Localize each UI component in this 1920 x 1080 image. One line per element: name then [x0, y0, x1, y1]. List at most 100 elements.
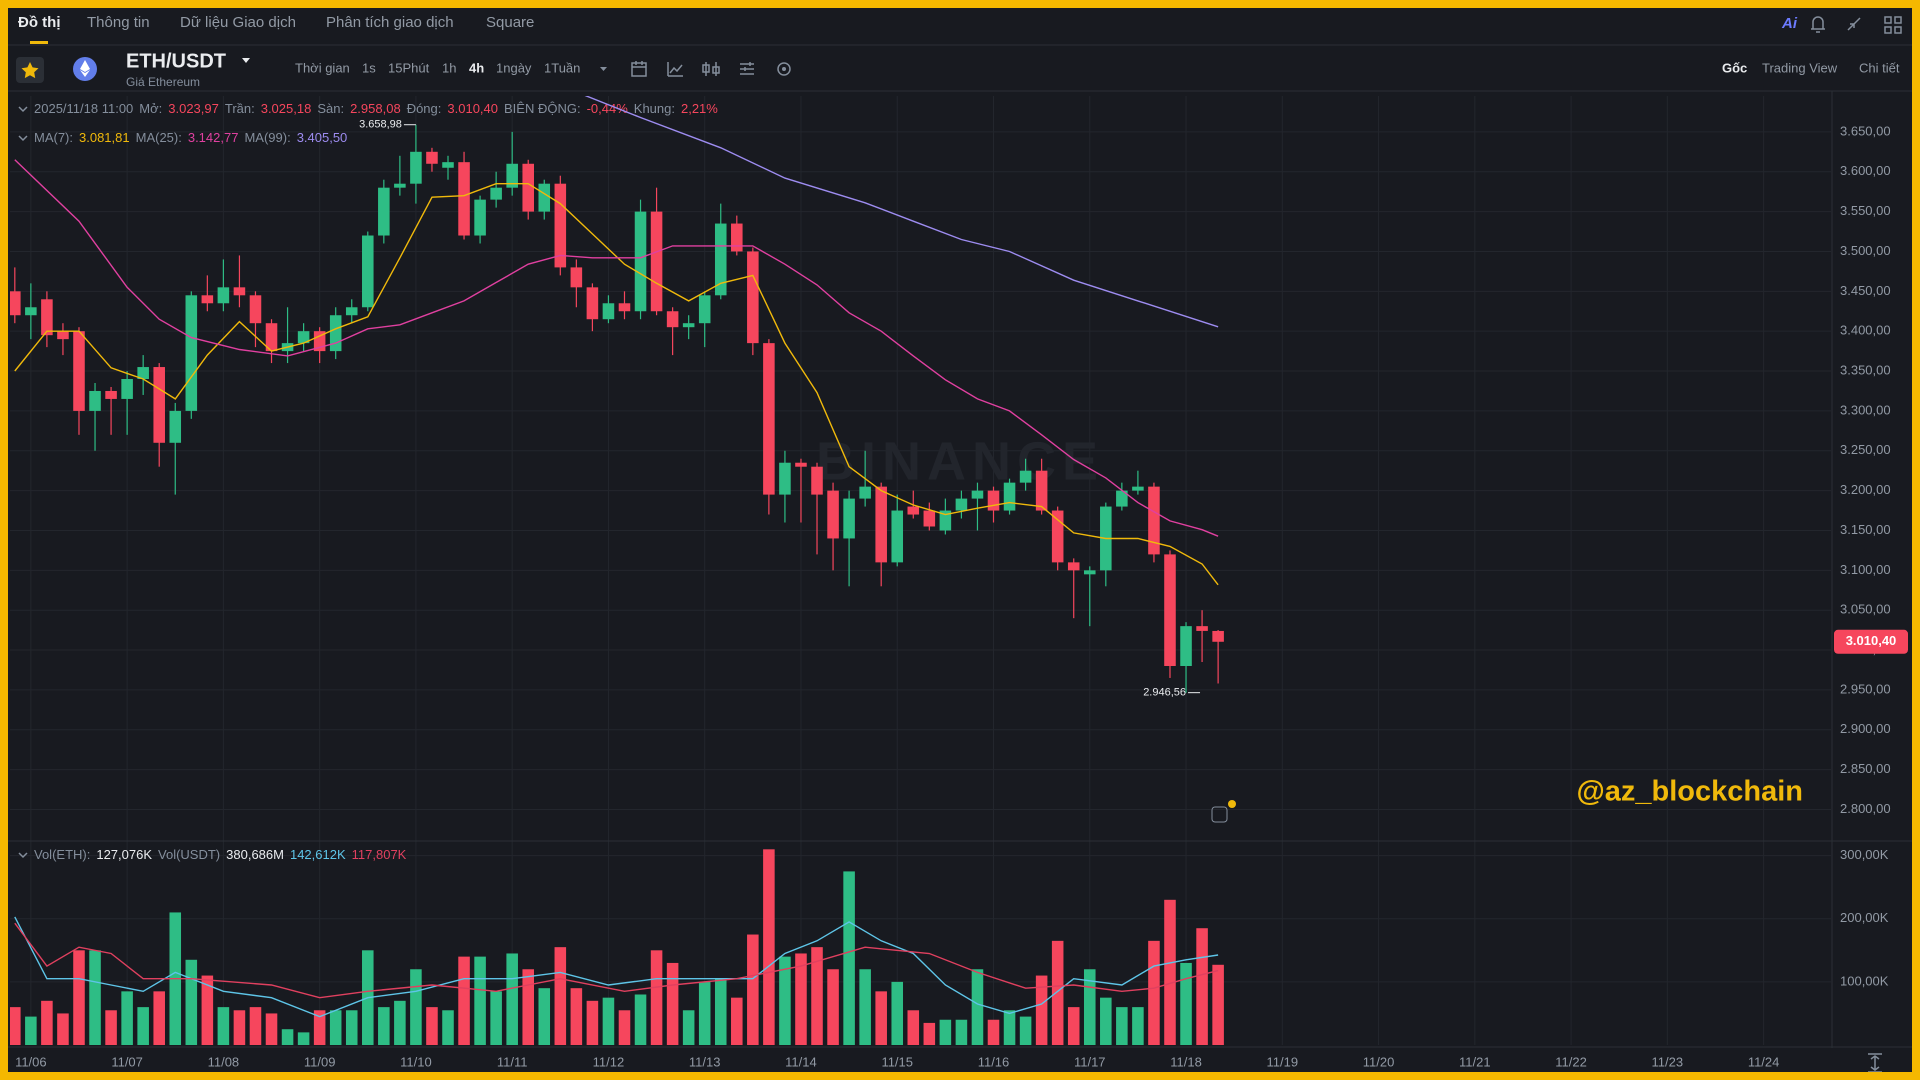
volume-bar	[394, 1000, 406, 1045]
info-item: MA(25):	[136, 130, 182, 145]
volume-bar	[618, 1010, 631, 1045]
candle-body	[682, 323, 695, 328]
candle-body	[1132, 486, 1144, 491]
symbol[interactable]: ETH/USDT	[126, 50, 226, 72]
interval[interactable]: 1h	[442, 60, 456, 75]
candle-body	[25, 307, 37, 316]
info-item: 2.958,08	[350, 101, 401, 116]
volume-bar	[1196, 928, 1208, 1045]
symbol-dropdown[interactable]	[242, 58, 250, 63]
nav-tab[interactable]: Đồ thị	[18, 14, 61, 31]
collapse-chevron[interactable]	[18, 852, 28, 859]
y-tick-label: 3.400,00	[1840, 323, 1891, 338]
interval[interactable]: 15Phút	[388, 60, 430, 75]
last-price-tag	[1834, 629, 1908, 654]
info-item: 3.142,77	[188, 130, 239, 145]
candle-body	[233, 287, 246, 296]
view-option[interactable]: Chi tiết	[1859, 60, 1900, 75]
volume-bar	[185, 959, 198, 1045]
x-tick-label: 11/21	[1459, 1054, 1491, 1069]
candle-body	[618, 303, 631, 312]
view-option[interactable]: Trading View	[1762, 60, 1838, 75]
candle-body	[217, 287, 230, 304]
candle-icon[interactable]	[702, 62, 720, 76]
volume-bar	[89, 950, 101, 1045]
volume-bar	[426, 1007, 438, 1045]
more-icon[interactable]	[777, 62, 791, 76]
y-tick-label: 3.450,00	[1840, 283, 1891, 298]
interval[interactable]: 1Tuần	[544, 60, 580, 75]
volume-bar	[458, 956, 470, 1045]
x-tick-label: 11/18	[1170, 1054, 1202, 1069]
volume-bar	[1083, 969, 1096, 1045]
info-item: 3.023,97	[168, 101, 219, 116]
layout-icon[interactable]	[1884, 16, 1902, 34]
candle-body	[795, 462, 807, 467]
volume-bar	[763, 849, 775, 1045]
note-icon[interactable]	[1211, 806, 1228, 823]
volume-bar	[10, 1007, 21, 1045]
volume-ma-line	[14, 916, 1219, 1018]
info-item: 3.025,18	[261, 101, 312, 116]
nav-tab[interactable]: Dữ liệu Giao dịch	[180, 14, 296, 31]
scale-button[interactable]	[1868, 1053, 1882, 1073]
volume-bar	[843, 871, 855, 1045]
info-item: MA(99):	[244, 130, 290, 145]
x-tick-label: 11/20	[1363, 1054, 1395, 1069]
star-icon	[21, 62, 39, 79]
volume-bar	[1116, 1007, 1128, 1045]
volume-bar	[281, 1029, 294, 1045]
volume-bar	[698, 981, 711, 1045]
indicator-icon[interactable]	[667, 62, 683, 77]
calendar-icon[interactable]	[631, 61, 647, 77]
candle-body	[1196, 626, 1208, 631]
candle-body	[779, 462, 791, 495]
info-item: 117,807K	[352, 847, 407, 862]
volume-bar	[682, 1010, 695, 1045]
nav-tab[interactable]: Thông tin	[87, 14, 150, 31]
info-item: 127,076K	[96, 847, 152, 862]
y-tick-label: 3.500,00	[1840, 243, 1891, 258]
y-tick-label: 3.150,00	[1840, 522, 1891, 537]
volume-bar	[955, 1019, 968, 1045]
y-tick-label: 3.600,00	[1840, 163, 1891, 178]
interval[interactable]: 1s	[362, 60, 376, 75]
volume-bar	[345, 1010, 358, 1045]
y-tick-label: 3.350,00	[1840, 362, 1891, 377]
y-tick-label: 2.950,00	[1840, 681, 1891, 696]
interval[interactable]: 4h	[469, 60, 484, 75]
collapse-icon[interactable]	[1847, 17, 1861, 31]
volume-bar	[1132, 1007, 1144, 1045]
interval[interactable]: 1ngày	[496, 60, 532, 75]
collapse-chevron[interactable]	[18, 106, 28, 113]
info-item: Sàn:	[317, 101, 344, 116]
volume-bar	[1051, 940, 1064, 1045]
ai-button[interactable]: Ai	[1781, 15, 1798, 32]
candle-body	[1180, 626, 1192, 667]
candle-body	[297, 331, 310, 344]
candle-body	[554, 183, 567, 268]
collapse-chevron[interactable]	[18, 135, 28, 142]
candle-body	[602, 303, 615, 320]
volume-bar	[25, 1016, 37, 1045]
candle-body	[442, 162, 454, 168]
note-badge	[1228, 800, 1236, 808]
last-price-label: 3.010,40	[1846, 633, 1897, 648]
nav-tab[interactable]: Square	[486, 14, 534, 31]
y-tick-label: 2.800,00	[1840, 801, 1891, 816]
y-tick-label: 100,00K	[1840, 973, 1889, 988]
candle-body	[859, 486, 871, 499]
bell-icon[interactable]	[1811, 16, 1825, 33]
candle-body	[763, 343, 775, 495]
candle-body	[426, 151, 438, 164]
candle-body	[1003, 482, 1016, 511]
nav-tab[interactable]: Phân tích giao dịch	[326, 14, 454, 31]
volume-bar	[201, 975, 214, 1045]
volume-bar	[265, 1013, 278, 1045]
interval[interactable]: Thời gian	[295, 60, 350, 75]
interval-dropdown[interactable]	[600, 67, 607, 71]
settings-icon[interactable]	[740, 62, 754, 75]
view-option[interactable]: Gốc	[1722, 60, 1747, 75]
candle-body	[137, 367, 149, 380]
